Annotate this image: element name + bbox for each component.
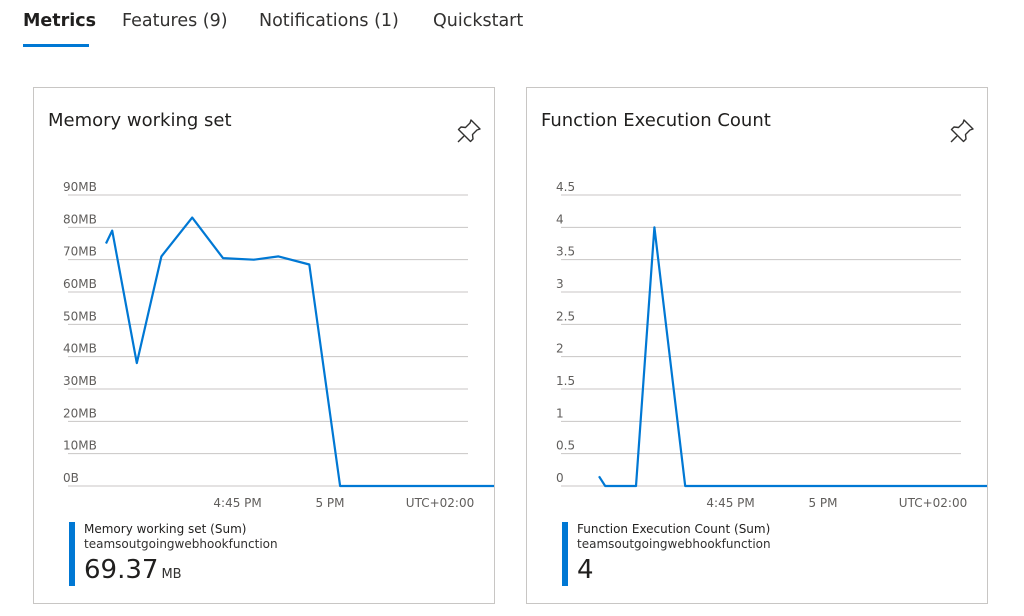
x-tick-label-timezone: UTC+02:00 <box>406 496 474 510</box>
x-tick-label: 5 PM <box>808 496 837 510</box>
y-tick-label: 0.5 <box>556 439 575 453</box>
y-tick-label: 3 <box>556 277 564 291</box>
legend-color-bar <box>562 522 568 586</box>
legend-metric: Function Execution Count (Sum) <box>577 522 771 536</box>
y-tick-label: 2.5 <box>556 309 575 323</box>
y-tick-label: 0 <box>556 471 564 485</box>
tab-notifications[interactable]: Notifications (1) <box>259 11 399 31</box>
tab-bar: Metrics Features (9) Notifications (1) Q… <box>0 0 1024 50</box>
x-tick-label: 4:45 PM <box>213 496 261 510</box>
y-tick-label: 60MB <box>63 277 97 291</box>
execution-count-chart[interactable]: 0 0.5 1 1.5 2 2.5 3 3.5 4 4.5 4:45 PM 5 PM UTC+02:00 <box>527 88 987 518</box>
x-tick-label: 5 PM <box>315 496 344 510</box>
pin-icon[interactable] <box>454 116 484 146</box>
legend-value: 69.37 <box>84 555 159 585</box>
y-tick-label: 90MB <box>63 180 97 194</box>
card-title: Memory working set <box>48 110 232 131</box>
y-tick-label: 1 <box>556 406 564 420</box>
legend-color-bar <box>69 522 75 586</box>
y-tick-label: 50MB <box>63 309 97 323</box>
pin-icon[interactable] <box>947 116 977 146</box>
x-tick-label-timezone: UTC+02:00 <box>899 496 967 510</box>
y-tick-label: 40MB <box>63 342 97 356</box>
y-tick-label: 4 <box>556 212 564 226</box>
tab-features[interactable]: Features (9) <box>122 11 228 31</box>
y-tick-label: 30MB <box>63 374 97 388</box>
legend-value-row: 69.37 MB <box>84 554 278 591</box>
y-tick-label: 1.5 <box>556 374 575 388</box>
y-tick-label: 3.5 <box>556 245 575 259</box>
y-tick-label: 10MB <box>63 439 97 453</box>
card-title: Function Execution Count <box>541 110 771 131</box>
y-tick-label: 80MB <box>63 212 97 226</box>
function-execution-count-card[interactable]: Function Execution Count 0 0.5 1 1.5 2 2.5 3 3.… <box>526 87 988 604</box>
legend-resource: teamsoutgoingwebhookfunction <box>84 537 278 551</box>
tab-quickstart[interactable]: Quickstart <box>433 11 524 31</box>
y-tick-label: 4.5 <box>556 180 575 194</box>
y-tick-label: 0B <box>63 471 79 485</box>
tab-metrics[interactable]: Metrics <box>23 11 97 31</box>
legend-metric: Memory working set (Sum) <box>84 522 247 536</box>
y-tick-label: 20MB <box>63 406 97 420</box>
y-tick-label: 70MB <box>63 245 97 259</box>
memory-chart[interactable]: 0B 10MB 20MB 30MB 40MB 50MB 60MB 70MB 80MB 90MB 4:… <box>34 88 494 518</box>
series-line <box>598 226 987 488</box>
legend-value: 4 <box>577 555 594 585</box>
legend-resource: teamsoutgoingwebhookfunction <box>577 537 771 551</box>
y-tick-label: 2 <box>556 342 564 356</box>
series-line <box>105 216 494 488</box>
legend-unit: MB <box>161 567 182 582</box>
memory-working-set-card[interactable]: Memory working set 0B 10MB 20MB 30MB 40MB 50M… <box>33 87 495 604</box>
x-tick-label: 4:45 PM <box>706 496 754 510</box>
legend-value-row: 4 <box>577 554 771 591</box>
active-tab-indicator <box>23 44 89 47</box>
